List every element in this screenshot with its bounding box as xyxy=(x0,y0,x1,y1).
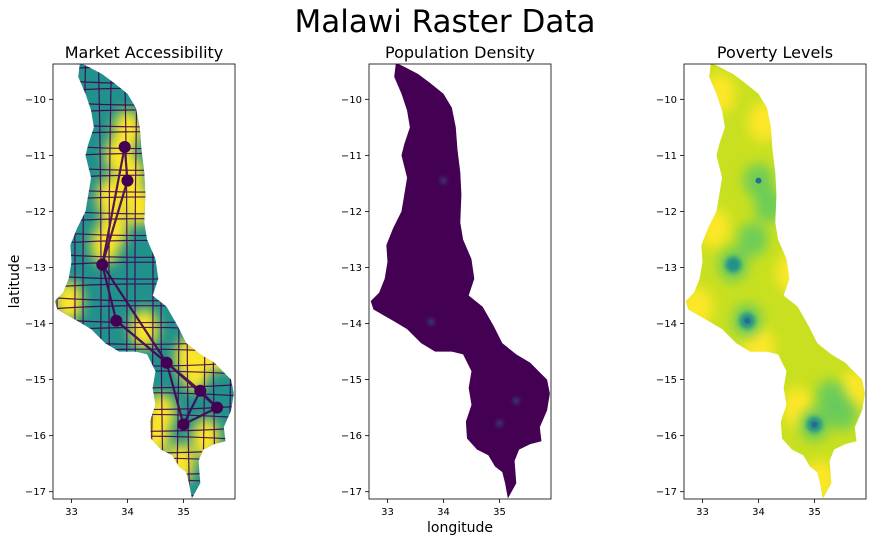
market-hub xyxy=(121,174,134,187)
y-tick-label: −11 xyxy=(341,151,362,162)
market-hub xyxy=(160,356,173,369)
high-poverty-zone xyxy=(804,460,837,499)
market-hub xyxy=(177,418,190,431)
road xyxy=(54,457,234,462)
road xyxy=(54,131,234,136)
road xyxy=(56,63,61,499)
road xyxy=(54,166,234,171)
lower-poverty-zone xyxy=(754,188,785,223)
high-poverty-zone xyxy=(776,253,809,294)
y-tick-label: −15 xyxy=(656,375,677,386)
high-poverty-zone xyxy=(685,286,713,327)
panel-2: Poverty Levels 33 34 35 −10 −11 −12 −13 −14 −15 −1… xyxy=(656,43,867,518)
x-tick-label: 33 xyxy=(381,507,394,518)
axes-frame xyxy=(368,63,552,500)
x-tick-label: 35 xyxy=(177,507,190,518)
road xyxy=(182,390,202,425)
urban-core xyxy=(755,177,762,184)
market-hub xyxy=(211,401,224,414)
y-tick-label: −12 xyxy=(341,207,362,218)
x-tick-label: 35 xyxy=(493,507,506,518)
y-tick-label: −11 xyxy=(656,151,677,162)
urban-core xyxy=(811,421,818,428)
remote-zone xyxy=(166,443,195,484)
lower-poverty-zone xyxy=(737,222,768,257)
raster-base xyxy=(685,64,865,499)
high-poverty-zone xyxy=(697,208,730,249)
remote-zone xyxy=(203,331,232,372)
urban-core xyxy=(744,317,751,324)
lowest-poverty-zone xyxy=(725,256,742,273)
density-hotspot xyxy=(513,398,519,404)
y-tick-label: −16 xyxy=(341,431,362,442)
density-hotspot xyxy=(496,420,502,426)
road xyxy=(54,471,234,476)
lower-poverty-zone xyxy=(827,396,858,431)
y-tick-label: −16 xyxy=(656,431,677,442)
density-hotspot xyxy=(440,178,446,184)
y-tick-label: −17 xyxy=(341,487,362,498)
market-hub xyxy=(110,314,123,327)
x-tick-label: 34 xyxy=(121,507,134,518)
y-tick-label: −16 xyxy=(25,431,46,442)
market-hub xyxy=(96,258,109,271)
road xyxy=(54,87,234,92)
panel-title: Poverty Levels xyxy=(717,43,833,62)
road xyxy=(101,180,129,265)
y-tick-label: −12 xyxy=(25,207,46,218)
panel-1: Population Density 33 34 35 −10 −11 −12 −13 −14 −… xyxy=(341,43,552,536)
road xyxy=(54,479,234,484)
y-tick-label: −11 xyxy=(25,151,46,162)
raster-map xyxy=(370,64,550,499)
road xyxy=(54,152,234,158)
y-tick-label: −10 xyxy=(341,95,362,106)
x-tick-label: 34 xyxy=(752,507,765,518)
road xyxy=(227,63,232,499)
y-tick-label: −13 xyxy=(25,263,46,274)
y-tick-label: −15 xyxy=(25,375,46,386)
road xyxy=(165,361,218,409)
panel-title: Population Density xyxy=(385,43,535,62)
y-tick-label: −12 xyxy=(656,207,677,218)
y-tick-label: −15 xyxy=(341,375,362,386)
road xyxy=(54,101,234,106)
remote-zone xyxy=(54,281,83,322)
density-hotspot xyxy=(428,319,434,325)
market-hub xyxy=(118,140,131,153)
road xyxy=(101,146,126,265)
y-tick-label: −10 xyxy=(656,95,677,106)
road xyxy=(54,449,234,454)
y-tick-label: −14 xyxy=(656,319,677,330)
panel-title: Market Accessibility xyxy=(65,43,224,62)
y-tick-label: −10 xyxy=(25,95,46,106)
road xyxy=(54,123,234,128)
x-tick-label: 33 xyxy=(65,507,78,518)
high-poverty-zone xyxy=(703,73,736,114)
y-tick-label: −17 xyxy=(25,487,46,498)
road xyxy=(54,144,234,150)
road xyxy=(54,109,234,114)
raster-base xyxy=(370,64,550,499)
y-tick-label: −17 xyxy=(656,487,677,498)
panel-0: Market Accessibility 33 34 35 −10 −11 −12 −13 −1… xyxy=(7,43,236,518)
y-tick-label: −13 xyxy=(656,263,677,274)
raster-map xyxy=(54,63,234,499)
axes-frame xyxy=(52,63,236,500)
x-tick-label: 35 xyxy=(808,507,821,518)
suptitle: Malawi Raster Data xyxy=(294,4,595,40)
market-hub xyxy=(194,384,207,397)
density-hotspots xyxy=(428,178,519,426)
raster-map xyxy=(685,64,865,499)
y-tick-label: −13 xyxy=(341,263,362,274)
y-tick-label: −14 xyxy=(341,319,362,330)
high-poverty-zone xyxy=(748,101,781,142)
road xyxy=(54,492,234,498)
x-tick-label: 33 xyxy=(696,507,709,518)
x-tick-label: 34 xyxy=(437,507,450,518)
y-tick-label: −14 xyxy=(25,319,46,330)
y-axis-label: latitude xyxy=(7,255,23,309)
x-axis-label: longitude xyxy=(427,520,493,536)
axes-frame xyxy=(683,63,867,500)
